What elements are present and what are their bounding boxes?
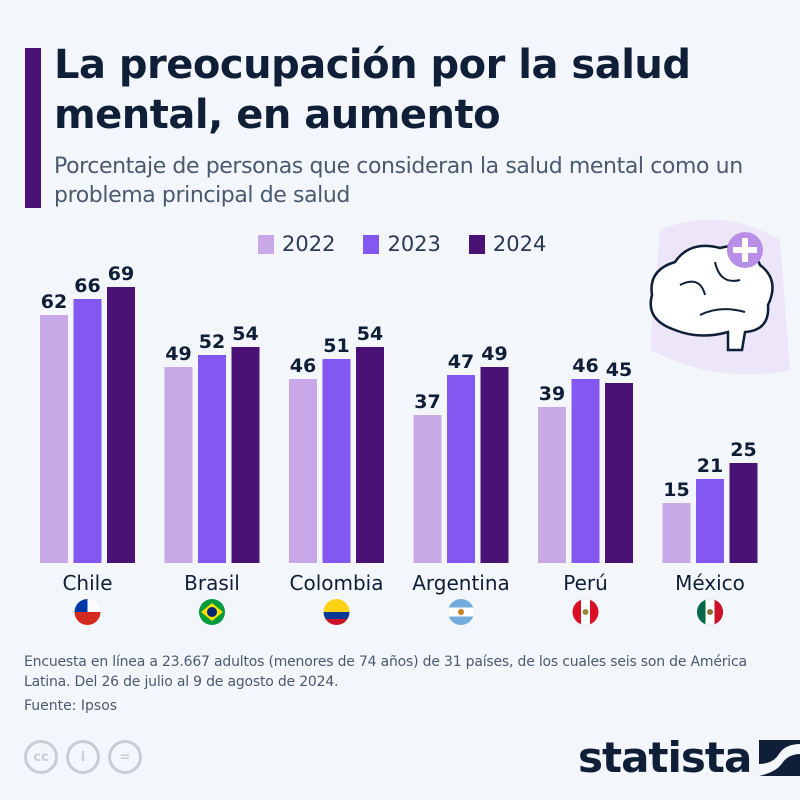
chart-title: La preocupación por la salud mental, en … bbox=[54, 42, 691, 138]
logo-text: statista bbox=[578, 733, 752, 782]
legend-item-2022: 2022 bbox=[258, 232, 335, 256]
source: Fuente: Ipsos bbox=[24, 698, 118, 714]
bar-2024 bbox=[356, 347, 384, 563]
data-label: 21 bbox=[697, 455, 723, 477]
bar-2024 bbox=[231, 347, 260, 563]
chile-flag-icon bbox=[74, 599, 101, 625]
attribution-icon[interactable]: i bbox=[66, 740, 100, 774]
brain-plus-icon bbox=[649, 219, 790, 375]
bar-2024 bbox=[729, 463, 758, 563]
chart-subtitle: Porcentaje de personas que consideran la… bbox=[54, 154, 743, 208]
legend: 2022 2023 2024 bbox=[258, 232, 546, 256]
bar-2022 bbox=[164, 367, 193, 563]
category-label: Chile bbox=[62, 571, 112, 595]
data-label: 62 bbox=[41, 291, 67, 313]
legend-swatch bbox=[258, 234, 274, 254]
bar-2022 bbox=[413, 415, 442, 563]
data-label: 46 bbox=[572, 355, 598, 377]
statista-logo[interactable]: statista bbox=[578, 733, 800, 782]
cc-icon[interactable]: cc bbox=[24, 740, 58, 774]
bar-group-méxico: 15 21 25 México bbox=[662, 439, 758, 625]
footer-note: Encuesta en línea a 23.667 adultos (meno… bbox=[24, 654, 747, 690]
data-label: 66 bbox=[74, 275, 100, 297]
data-label: 54 bbox=[232, 323, 258, 345]
bar-2023 bbox=[198, 355, 226, 563]
data-label: 37 bbox=[414, 391, 440, 413]
category-label: Perú bbox=[563, 571, 608, 595]
bar-2024 bbox=[480, 367, 509, 563]
data-label: 46 bbox=[290, 355, 316, 377]
category-label: Brasil bbox=[184, 571, 240, 595]
bar-2023 bbox=[447, 375, 475, 563]
bar-2023 bbox=[73, 299, 102, 563]
bar-2024 bbox=[605, 383, 633, 563]
title-accent-bar bbox=[25, 48, 41, 208]
argentina-flag-icon bbox=[448, 599, 474, 625]
bar-2023 bbox=[571, 379, 600, 563]
legend-swatch bbox=[468, 234, 485, 254]
category-label: Argentina bbox=[412, 571, 510, 595]
data-label: 52 bbox=[199, 331, 225, 353]
data-label: 69 bbox=[108, 263, 134, 285]
data-label: 25 bbox=[730, 439, 756, 461]
bar-group-colombia: 46 51 54 Colombia bbox=[289, 323, 384, 625]
bar-2023 bbox=[696, 479, 724, 563]
data-label: 49 bbox=[165, 343, 191, 365]
brazil-flag-icon bbox=[199, 599, 225, 625]
bar-group-argentina: 37 47 49 Argentina bbox=[412, 343, 510, 625]
data-label: 54 bbox=[357, 323, 383, 345]
data-label: 49 bbox=[481, 343, 507, 365]
legend-item-2024: 2024 bbox=[468, 232, 546, 256]
bar-group-brasil: 49 52 54 Brasil bbox=[164, 323, 260, 625]
license-icons[interactable]: cc i = bbox=[24, 740, 142, 774]
mexico-flag-icon bbox=[697, 599, 723, 625]
bar-group-chile: 62 66 69 Chile bbox=[40, 263, 135, 625]
bar-2024 bbox=[107, 287, 135, 563]
bar-2022 bbox=[538, 407, 566, 563]
bar-chart: 62 66 69 Chile 49 52 54 Brasil 46 51 54 Colombia 37 4… bbox=[40, 219, 790, 625]
bar-group-perú: 39 46 45 Perú bbox=[538, 355, 633, 625]
colombia-flag-icon bbox=[323, 599, 350, 625]
bar-2022 bbox=[40, 315, 68, 563]
no-derivatives-icon[interactable]: = bbox=[108, 740, 142, 774]
legend-item-2023: 2023 bbox=[363, 232, 441, 256]
data-label: 45 bbox=[606, 359, 632, 381]
data-label: 39 bbox=[539, 383, 565, 405]
bar-2022 bbox=[289, 379, 317, 563]
data-label: 15 bbox=[663, 479, 689, 501]
peru-flag-icon bbox=[572, 599, 599, 625]
data-label: 47 bbox=[448, 351, 474, 373]
data-label: 51 bbox=[323, 335, 349, 357]
statista-logo-icon bbox=[759, 739, 800, 776]
category-label: Colombia bbox=[290, 571, 384, 595]
bar-2023 bbox=[322, 359, 351, 563]
category-label: México bbox=[675, 571, 745, 595]
bar-2022 bbox=[662, 503, 691, 563]
legend-swatch bbox=[363, 234, 380, 254]
